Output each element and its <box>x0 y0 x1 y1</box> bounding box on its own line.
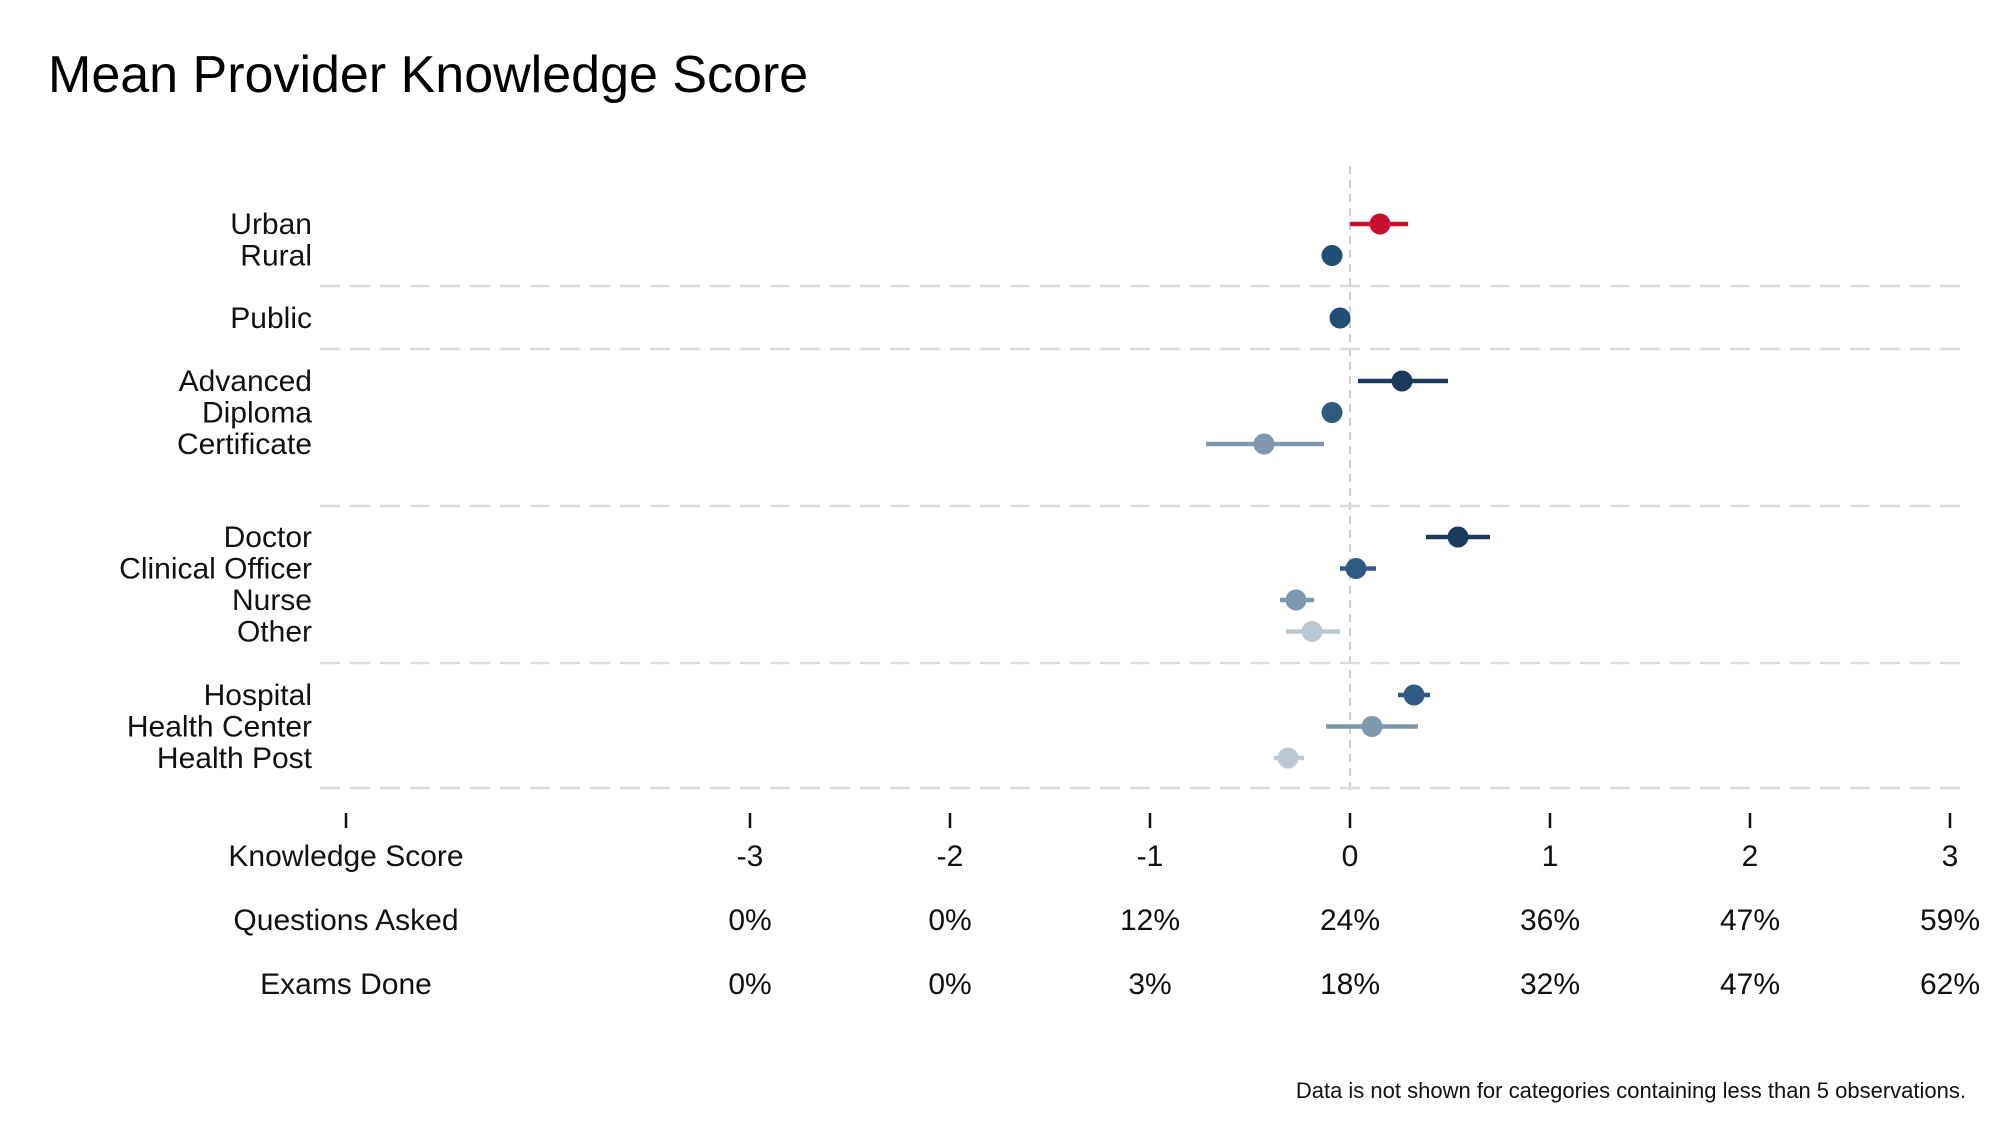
tick-label: 32% <box>1520 968 1580 1001</box>
category-label: Certificate <box>177 428 312 461</box>
tick-label: 3 <box>1942 840 1959 873</box>
chart-title: Mean Provider Knowledge Score <box>48 46 808 104</box>
category-label: Public <box>230 302 312 335</box>
tick-label: 3% <box>1128 968 1171 1001</box>
data-point <box>1447 526 1469 548</box>
category-label: Clinical Officer <box>119 553 312 586</box>
axis-row-label: Knowledge Score <box>228 840 463 873</box>
tick-label: 0% <box>928 968 971 1001</box>
tick-label: 0% <box>728 904 771 937</box>
data-point <box>1361 716 1383 737</box>
category-label: Hospital <box>204 679 312 712</box>
data-point <box>1277 747 1299 769</box>
data-point <box>1285 589 1307 611</box>
category-label: Urban <box>230 208 312 241</box>
tick-label: 59% <box>1920 904 1980 937</box>
category-label: Diploma <box>202 397 312 430</box>
tick-label: 0% <box>928 904 971 937</box>
data-point <box>1321 245 1343 266</box>
category-label: Doctor <box>224 521 312 554</box>
data-point <box>1345 558 1367 579</box>
tick-label: 62% <box>1920 968 1980 1001</box>
tick-label: 0% <box>728 968 771 1001</box>
category-label: Other <box>237 616 312 649</box>
tick-label: 2 <box>1742 840 1759 873</box>
tick-label: 47% <box>1720 904 1780 937</box>
data-point <box>1253 433 1275 455</box>
category-label: Rural <box>240 240 312 273</box>
axis-row-label: Exams Done <box>260 968 432 1001</box>
tick-label: 47% <box>1720 968 1780 1001</box>
data-point <box>1369 213 1391 235</box>
tick-label: 1 <box>1542 840 1559 873</box>
data-point <box>1391 370 1413 392</box>
data-point <box>1329 307 1351 329</box>
tick-label: 12% <box>1120 904 1180 937</box>
axis-row-label: Questions Asked <box>233 904 458 937</box>
category-label: Health Center <box>127 711 312 744</box>
tick-label: 36% <box>1520 904 1580 937</box>
axis-table: Knowledge Score -3 -2 -1 0 1 2 3 Questions Asked… <box>228 813 1980 1001</box>
tick-label: 18% <box>1320 968 1380 1001</box>
tick-label: -3 <box>737 840 764 873</box>
category-label: Nurse <box>232 584 312 617</box>
category-label: Health Post <box>157 742 313 775</box>
data-point <box>1301 621 1323 642</box>
category-label: Advanced <box>179 365 312 398</box>
data-point <box>1321 402 1343 423</box>
tick-label: -2 <box>937 840 964 873</box>
tick-label: 24% <box>1320 904 1380 937</box>
footnote: Data is not shown for categories contain… <box>1296 1078 1966 1103</box>
tick-label: 0 <box>1342 840 1359 873</box>
data-point <box>1403 684 1425 706</box>
tick-label: -1 <box>1137 840 1164 873</box>
